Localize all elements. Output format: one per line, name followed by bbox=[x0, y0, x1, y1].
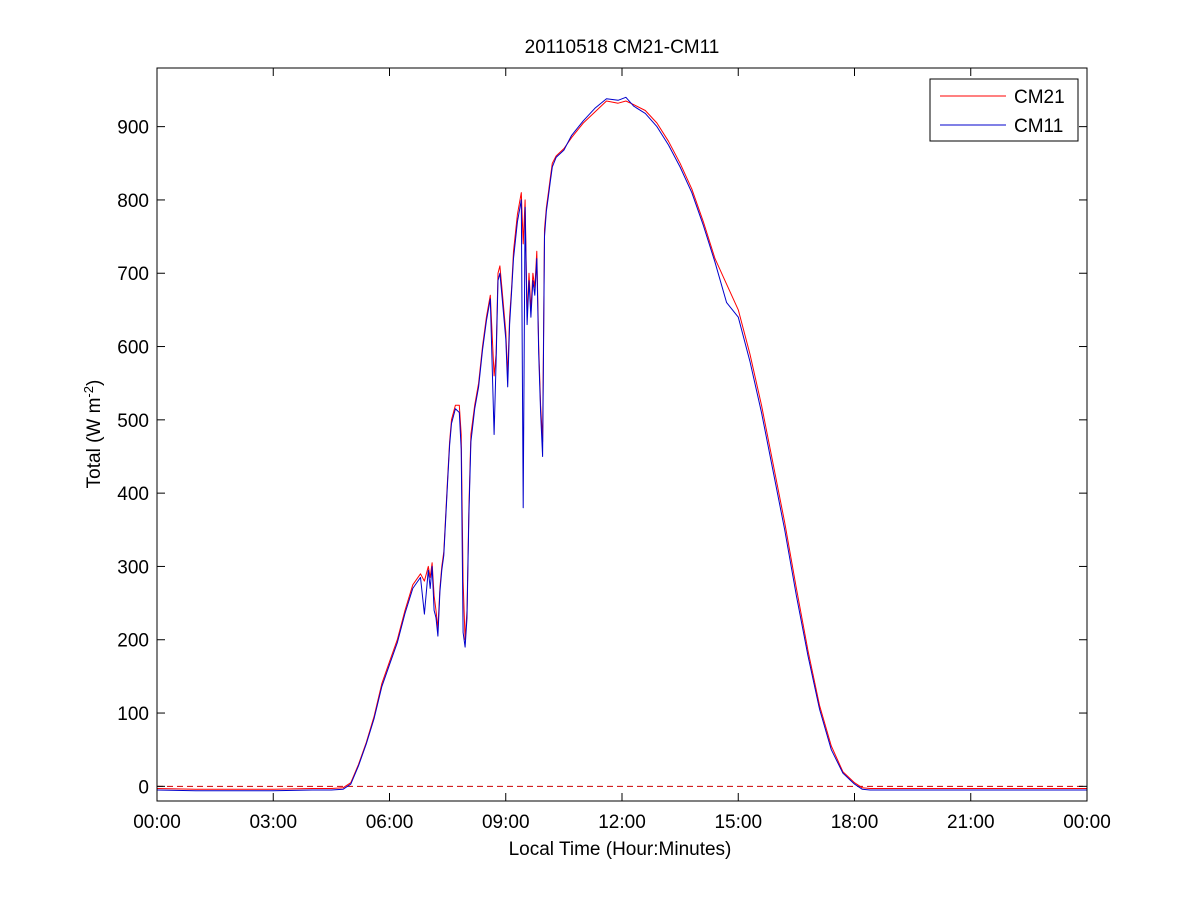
x-axis-label: Local Time (Hour:Minutes) bbox=[509, 839, 732, 860]
x-tick-label: 18:00 bbox=[831, 812, 879, 833]
y-axis-label-superscript: -2 bbox=[81, 386, 96, 398]
y-tick-label: 500 bbox=[117, 411, 149, 432]
x-axis: 00:00 03:00 06:00 09:00 12:00 15:00 18:00 21:00… bbox=[133, 68, 1111, 833]
y-tick-label: 0 bbox=[138, 777, 149, 798]
series-line-cm21 bbox=[157, 100, 1087, 790]
x-tick-label: 12:00 bbox=[598, 812, 646, 833]
y-tick-label: 400 bbox=[117, 484, 149, 505]
x-tick-label: 06:00 bbox=[366, 812, 414, 833]
x-tick-label: 03:00 bbox=[249, 812, 297, 833]
y-tick-label: 300 bbox=[117, 557, 149, 578]
y-tick-label: 200 bbox=[117, 631, 149, 652]
legend-box bbox=[929, 78, 1079, 142]
y-tick-label: 600 bbox=[117, 338, 149, 359]
legend-label-cm21: CM21 bbox=[1014, 87, 1065, 108]
series-layer bbox=[157, 96, 1087, 792]
chart-title: 20110518 CM21-CM11 bbox=[525, 37, 720, 58]
y-tick-label: 900 bbox=[117, 118, 149, 139]
plot-area: 00:00 03:00 06:00 09:00 12:00 15:00 18:00 21:00… bbox=[117, 67, 1111, 833]
x-tick-label: 21:00 bbox=[947, 812, 995, 833]
y-axis-label-close: ) bbox=[84, 380, 105, 386]
y-axis: 0 100 200 300 400 500 600 700 800 900 bbox=[117, 118, 1087, 798]
y-tick-label: 800 bbox=[117, 191, 149, 212]
legend-label-cm11: CM11 bbox=[1014, 116, 1063, 137]
legend: CM21 CM11 bbox=[929, 78, 1079, 142]
x-tick-label: 00:00 bbox=[133, 812, 181, 833]
x-tick-label: 09:00 bbox=[482, 812, 530, 833]
y-axis-label: Total (W m-2) bbox=[81, 380, 105, 489]
y-tick-label: 700 bbox=[117, 264, 149, 285]
y-tick-label: 100 bbox=[117, 704, 149, 725]
x-tick-label: 15:00 bbox=[714, 812, 762, 833]
series-line-cm11 bbox=[157, 96, 1087, 792]
y-axis-label-main: Total (W m bbox=[84, 398, 105, 489]
x-tick-label: 00:00 bbox=[1063, 812, 1111, 833]
